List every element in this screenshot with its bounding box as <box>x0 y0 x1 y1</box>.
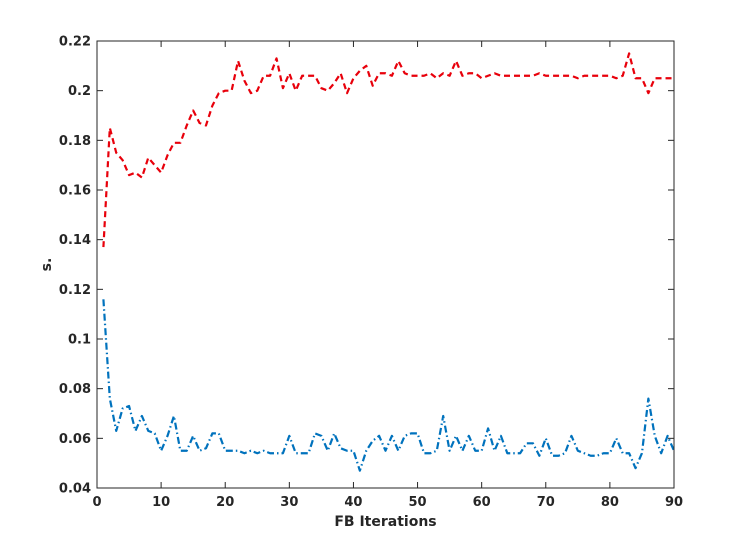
series-line-1 <box>102 52 674 248</box>
x-tick-label: 80 <box>601 495 619 510</box>
x-tick-label: 40 <box>344 495 362 510</box>
y-tick-label: 0.1 <box>68 333 91 348</box>
y-tick-label: 0.2 <box>68 84 91 99</box>
y-axis-label: s. <box>39 258 55 272</box>
x-tick-label: 50 <box>409 495 427 510</box>
y-tick-label: 0.18 <box>59 134 91 149</box>
y-tick-label: 0.04 <box>59 482 91 497</box>
y-tick-label: 0.12 <box>59 283 91 298</box>
axes-box <box>96 40 675 489</box>
x-tick-label: 70 <box>537 495 555 510</box>
x-tick-label: 10 <box>152 495 170 510</box>
x-tick-label: 20 <box>216 495 234 510</box>
y-tick-label: 0.14 <box>59 233 91 248</box>
plot-background <box>97 41 674 488</box>
tick-layer: 0 10 20 30 40 50 60 70 80 90 0.04 0.06 0.08 0.1 0.12 0.… <box>59 35 683 511</box>
x-tick-label: 0 <box>92 495 101 510</box>
y-tick-label: 0.16 <box>59 184 91 199</box>
x-tick-label: 90 <box>665 495 683 510</box>
y-tick-label: 0.22 <box>59 35 91 50</box>
y-tick-label: 0.08 <box>59 382 91 397</box>
x-tick-label: 30 <box>280 495 298 510</box>
series-layer <box>102 52 676 472</box>
x-tick-label: 60 <box>473 495 491 510</box>
series-line-2 <box>102 299 676 472</box>
y-tick-label: 0.06 <box>59 432 91 447</box>
x-axis-label: FB Iterations <box>334 514 436 530</box>
